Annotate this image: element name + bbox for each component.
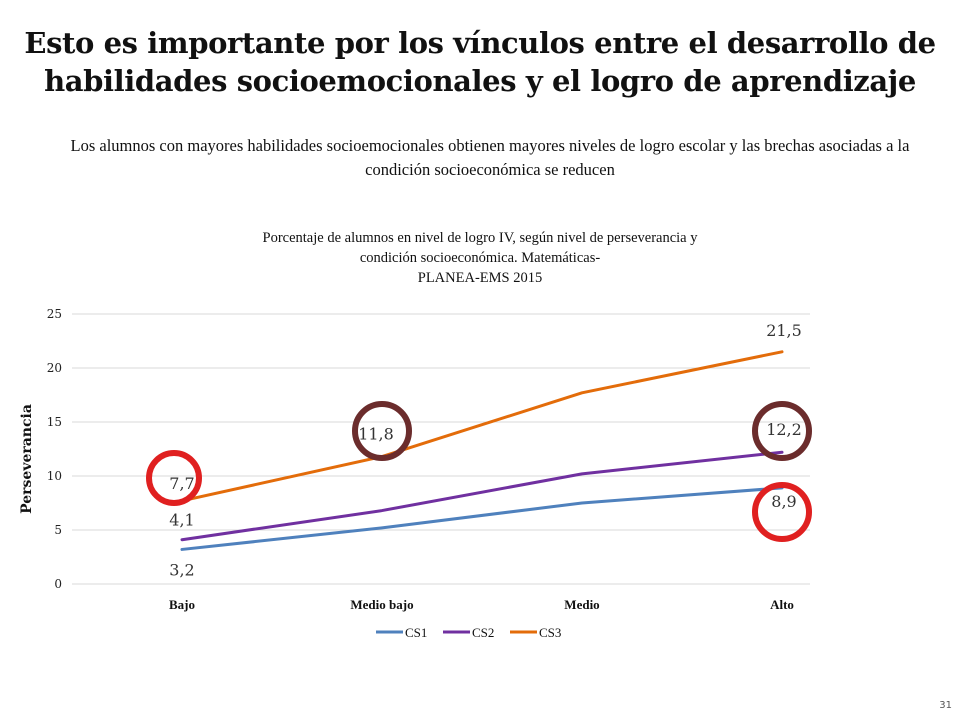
legend-label-cs1: CS1 [405, 625, 427, 640]
data-label: 4,1 [169, 511, 194, 530]
data-label: 7,7 [169, 474, 194, 493]
y-tick-label: 5 [54, 523, 62, 537]
y-tick-label: 15 [47, 415, 62, 429]
y-tick-label: 20 [47, 361, 62, 375]
x-tick-label: Medio [564, 597, 599, 612]
series-line-cs1 [180, 486, 784, 551]
slide-title: Esto es importante por los vínculos entr… [24, 26, 936, 98]
legend-label-cs2: CS2 [472, 625, 494, 640]
data-label: 12,2 [766, 420, 802, 439]
highlight-circle [146, 450, 202, 506]
x-tick-label: Medio bajo [350, 597, 413, 612]
data-label: 21,5 [766, 321, 802, 340]
series-line-cs3 [180, 350, 784, 503]
chart-title-line-2: condición socioeconómica. Matemáticas- [359, 250, 601, 266]
chart-title: Porcentaje de alumnos en nivel de logro … [160, 228, 800, 288]
y-tick-label: 25 [47, 307, 62, 321]
x-tick-label: Alto [770, 597, 794, 612]
legend-label-cs3: CS3 [539, 625, 561, 640]
data-label: 3,2 [169, 560, 194, 579]
highlight-circle [752, 482, 812, 542]
slide-subtitle: Los alumnos con mayores habilidades soci… [70, 136, 910, 179]
highlight-circle [352, 401, 412, 461]
y-tick-label: 10 [47, 469, 62, 483]
chart-title-line-3: PLANEA-EMS 2015 [417, 270, 543, 286]
y-tick-label: 0 [54, 577, 62, 591]
x-tick-label: Bajo [169, 597, 195, 612]
chart-title-line-1: Porcentaje de alumnos en nivel de logro … [262, 230, 698, 246]
y-axis-label: Perseverancia [19, 404, 35, 514]
highlight-circle [752, 401, 812, 461]
page-number: 31 [939, 700, 952, 711]
series-line-cs2 [180, 450, 784, 542]
data-label: 8,9 [771, 492, 796, 511]
data-label: 11,8 [358, 425, 394, 444]
